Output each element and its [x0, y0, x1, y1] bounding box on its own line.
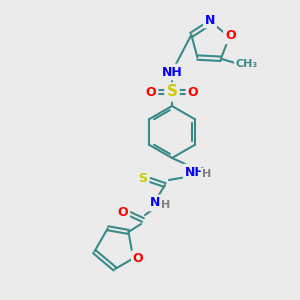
Text: O: O: [225, 29, 236, 42]
Text: S: S: [167, 85, 178, 100]
Text: NH: NH: [162, 65, 182, 79]
Text: N: N: [150, 196, 160, 209]
Text: H: H: [161, 200, 171, 210]
Text: O: O: [146, 85, 156, 98]
Text: NH: NH: [184, 166, 206, 178]
Text: O: O: [133, 252, 143, 265]
Text: CH₃: CH₃: [236, 59, 258, 69]
Text: O: O: [188, 85, 198, 98]
Text: H: H: [202, 169, 211, 179]
Text: S: S: [139, 172, 148, 185]
Text: O: O: [118, 206, 128, 220]
Text: N: N: [205, 14, 215, 26]
